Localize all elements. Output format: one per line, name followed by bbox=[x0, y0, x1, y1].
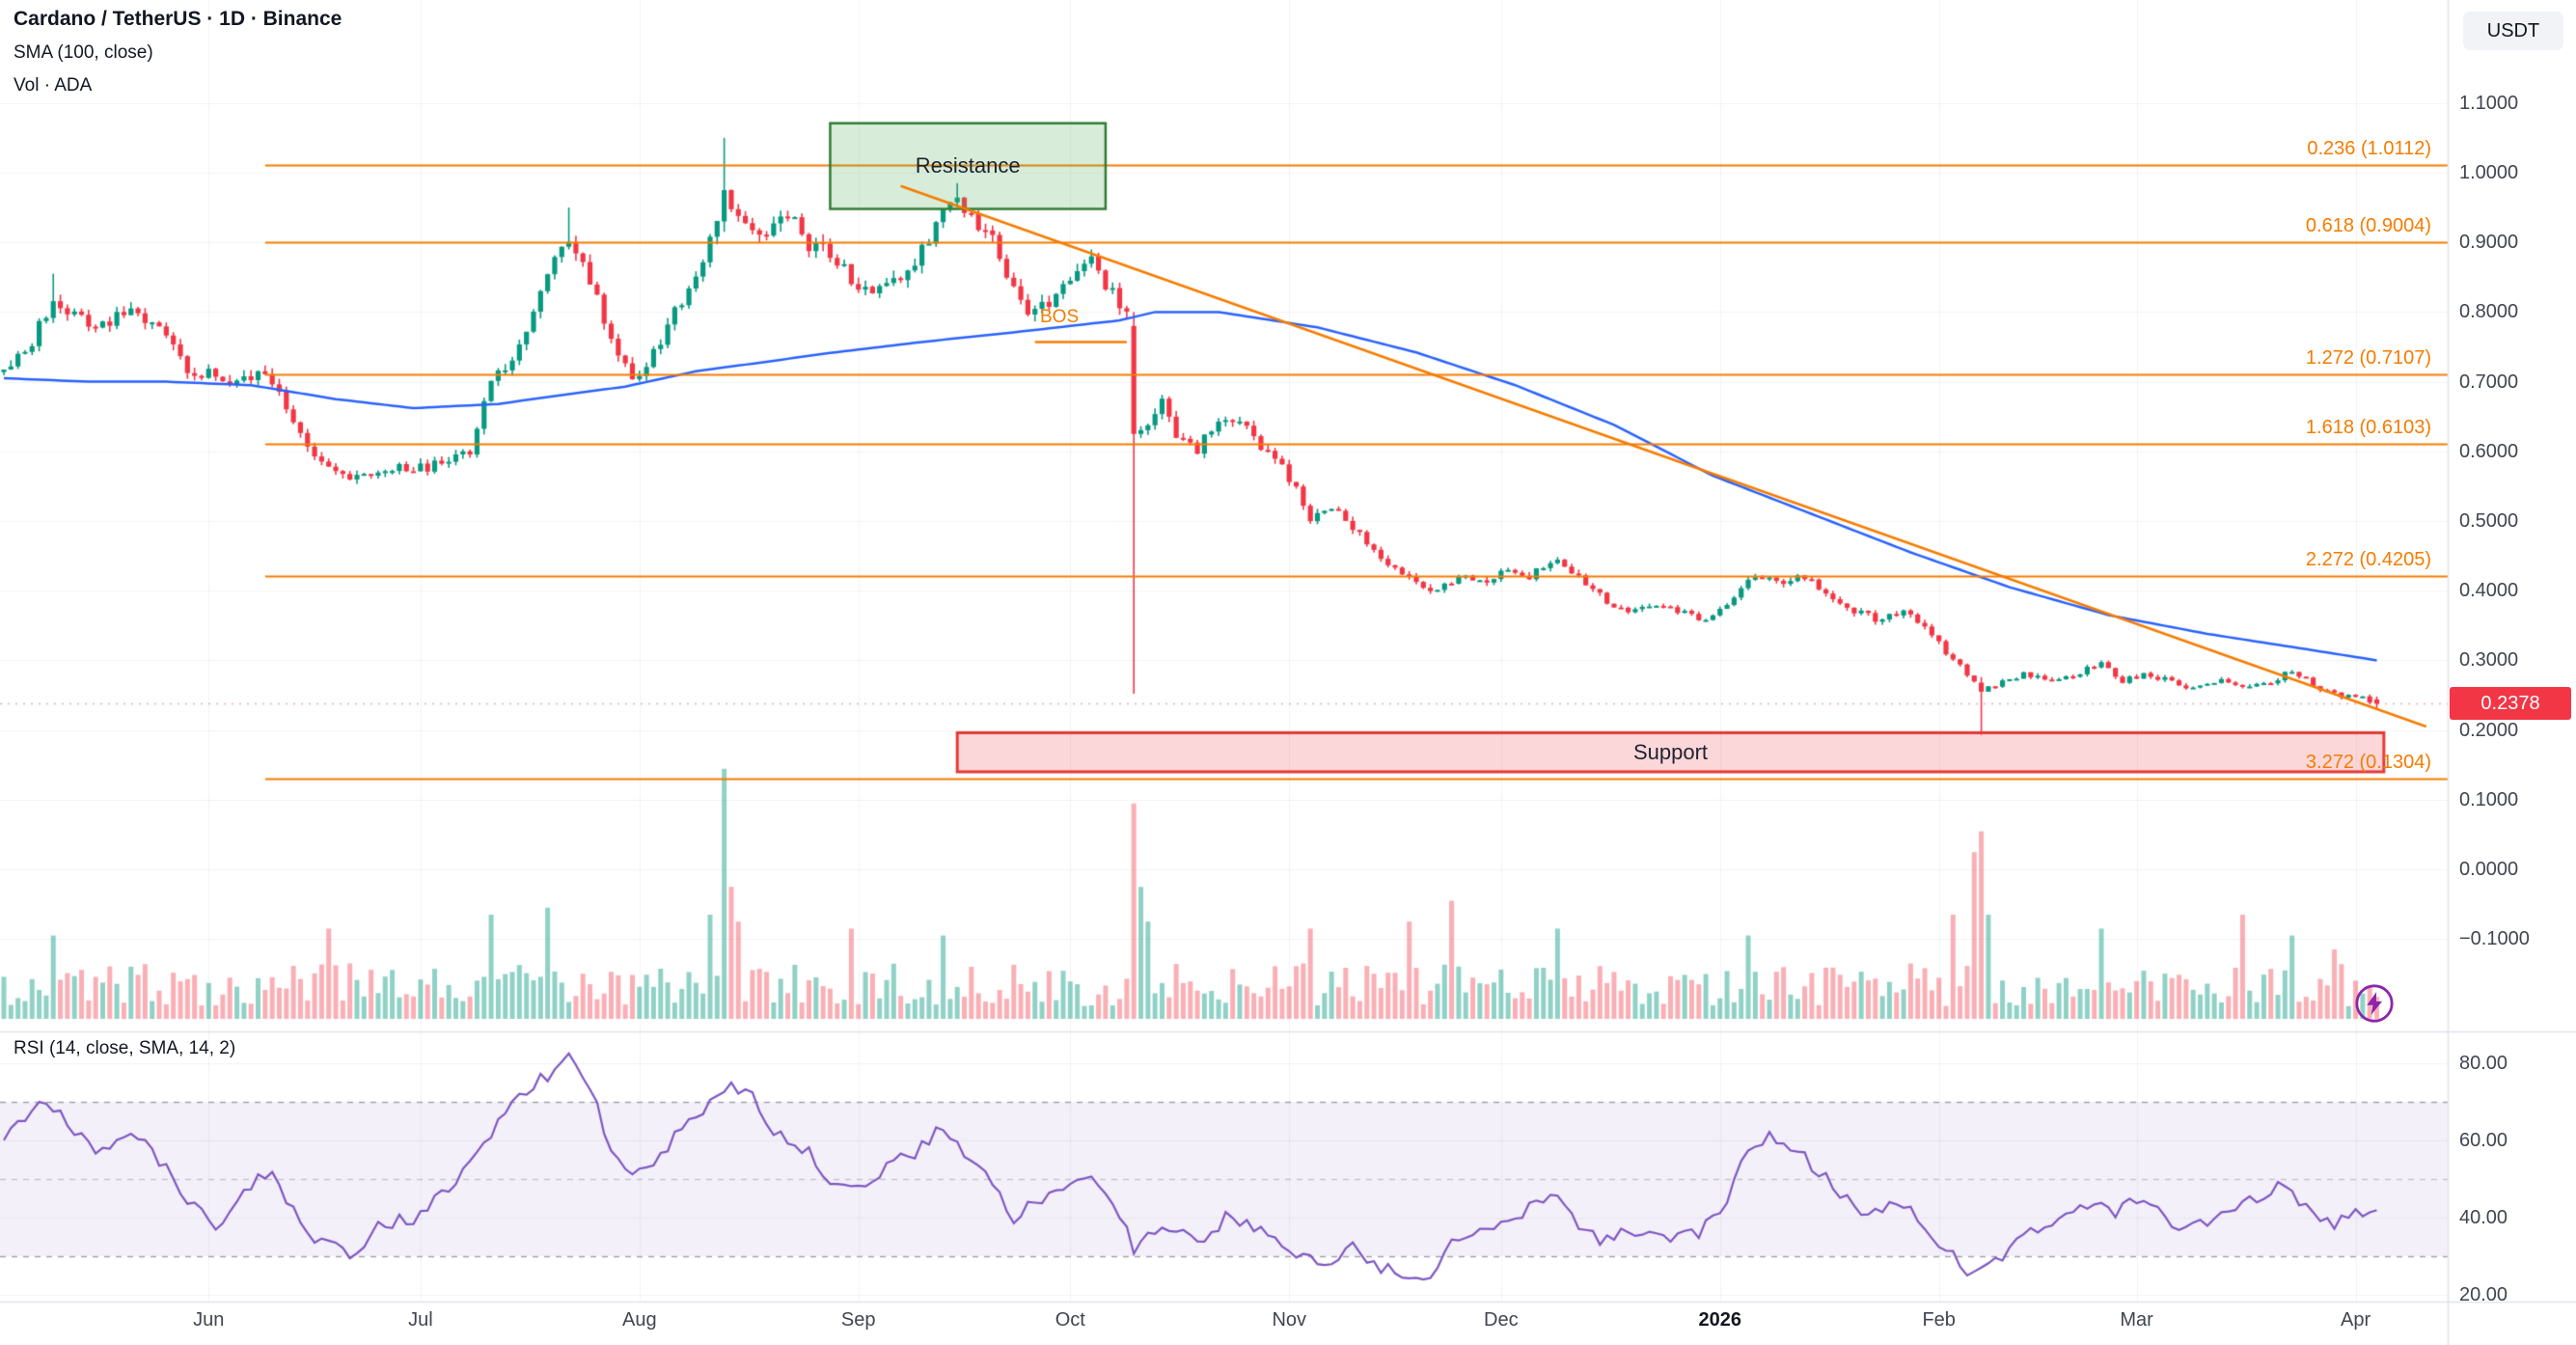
price-axis-label: 0.2000 bbox=[2459, 719, 2519, 741]
support-zone-label[interactable]: Support bbox=[1632, 739, 1709, 764]
price-axis-label: 0.7000 bbox=[2459, 371, 2519, 393]
time-axis-label: Oct bbox=[1055, 1309, 1085, 1331]
time-axis-label: Nov bbox=[1272, 1309, 1307, 1331]
symbol-title[interactable]: Cardano / TetherUS · 1D · Binance bbox=[14, 8, 343, 30]
lightning-bolt-icon[interactable] bbox=[2354, 983, 2395, 1024]
bos-label[interactable]: BOS bbox=[1040, 307, 1080, 328]
price-axis-label: 1.0000 bbox=[2459, 162, 2519, 183]
price-axis-label: 0.6000 bbox=[2459, 440, 2519, 462]
rsi-axis-label: 40.00 bbox=[2459, 1207, 2508, 1228]
time-axis-label: Mar bbox=[2120, 1309, 2153, 1331]
time-axis-label: Aug bbox=[622, 1309, 657, 1331]
fib-level-label: 0.618 (0.9004) bbox=[2305, 214, 2431, 236]
price-axis-label: 0.9000 bbox=[2459, 232, 2519, 254]
fib-level-label: 0.236 (1.0112) bbox=[2307, 137, 2431, 159]
sma-indicator-label[interactable]: SMA (100, close) bbox=[14, 42, 153, 63]
fib-level-label: 1.272 (0.7107) bbox=[2305, 346, 2431, 369]
price-axis-label: 0.8000 bbox=[2459, 301, 2519, 323]
price-axis-label: −0.1000 bbox=[2459, 928, 2530, 950]
time-axis-label: Feb bbox=[1922, 1309, 1956, 1331]
price-axis-label: 0.0000 bbox=[2459, 859, 2519, 880]
price-axis-label: 0.1000 bbox=[2459, 788, 2519, 810]
time-axis-label: 2026 bbox=[1698, 1309, 1742, 1331]
resistance-zone-label[interactable]: Resistance bbox=[915, 153, 1021, 178]
rsi-indicator-label[interactable]: RSI (14, close, SMA, 14, 2) bbox=[14, 1038, 236, 1058]
time-axis-label: Sep bbox=[840, 1309, 876, 1331]
time-axis-label: Jun bbox=[193, 1309, 225, 1331]
time-axis-label: Dec bbox=[1484, 1309, 1519, 1331]
fib-level-label: 1.618 (0.6103) bbox=[2305, 417, 2431, 439]
currency-toggle-button[interactable]: USDT bbox=[2463, 12, 2563, 50]
rsi-axis-label: 60.00 bbox=[2459, 1130, 2508, 1151]
rsi-axis-label: 20.00 bbox=[2459, 1284, 2508, 1305]
time-axis-label: Jul bbox=[408, 1309, 433, 1331]
price-axis-label: 0.5000 bbox=[2459, 510, 2519, 532]
rsi-axis-label: 80.00 bbox=[2459, 1053, 2508, 1074]
time-axis-label: Apr bbox=[2340, 1309, 2371, 1331]
last-price-label: 0.2378 bbox=[2450, 687, 2571, 721]
price-axis-label: 1.1000 bbox=[2459, 92, 2519, 114]
price-axis-label: 0.3000 bbox=[2459, 649, 2519, 672]
fib-level-label: 2.272 (0.4205) bbox=[2305, 549, 2431, 571]
price-axis-label: 0.4000 bbox=[2459, 580, 2519, 602]
vol-indicator-label[interactable]: Vol · ADA bbox=[14, 75, 93, 96]
